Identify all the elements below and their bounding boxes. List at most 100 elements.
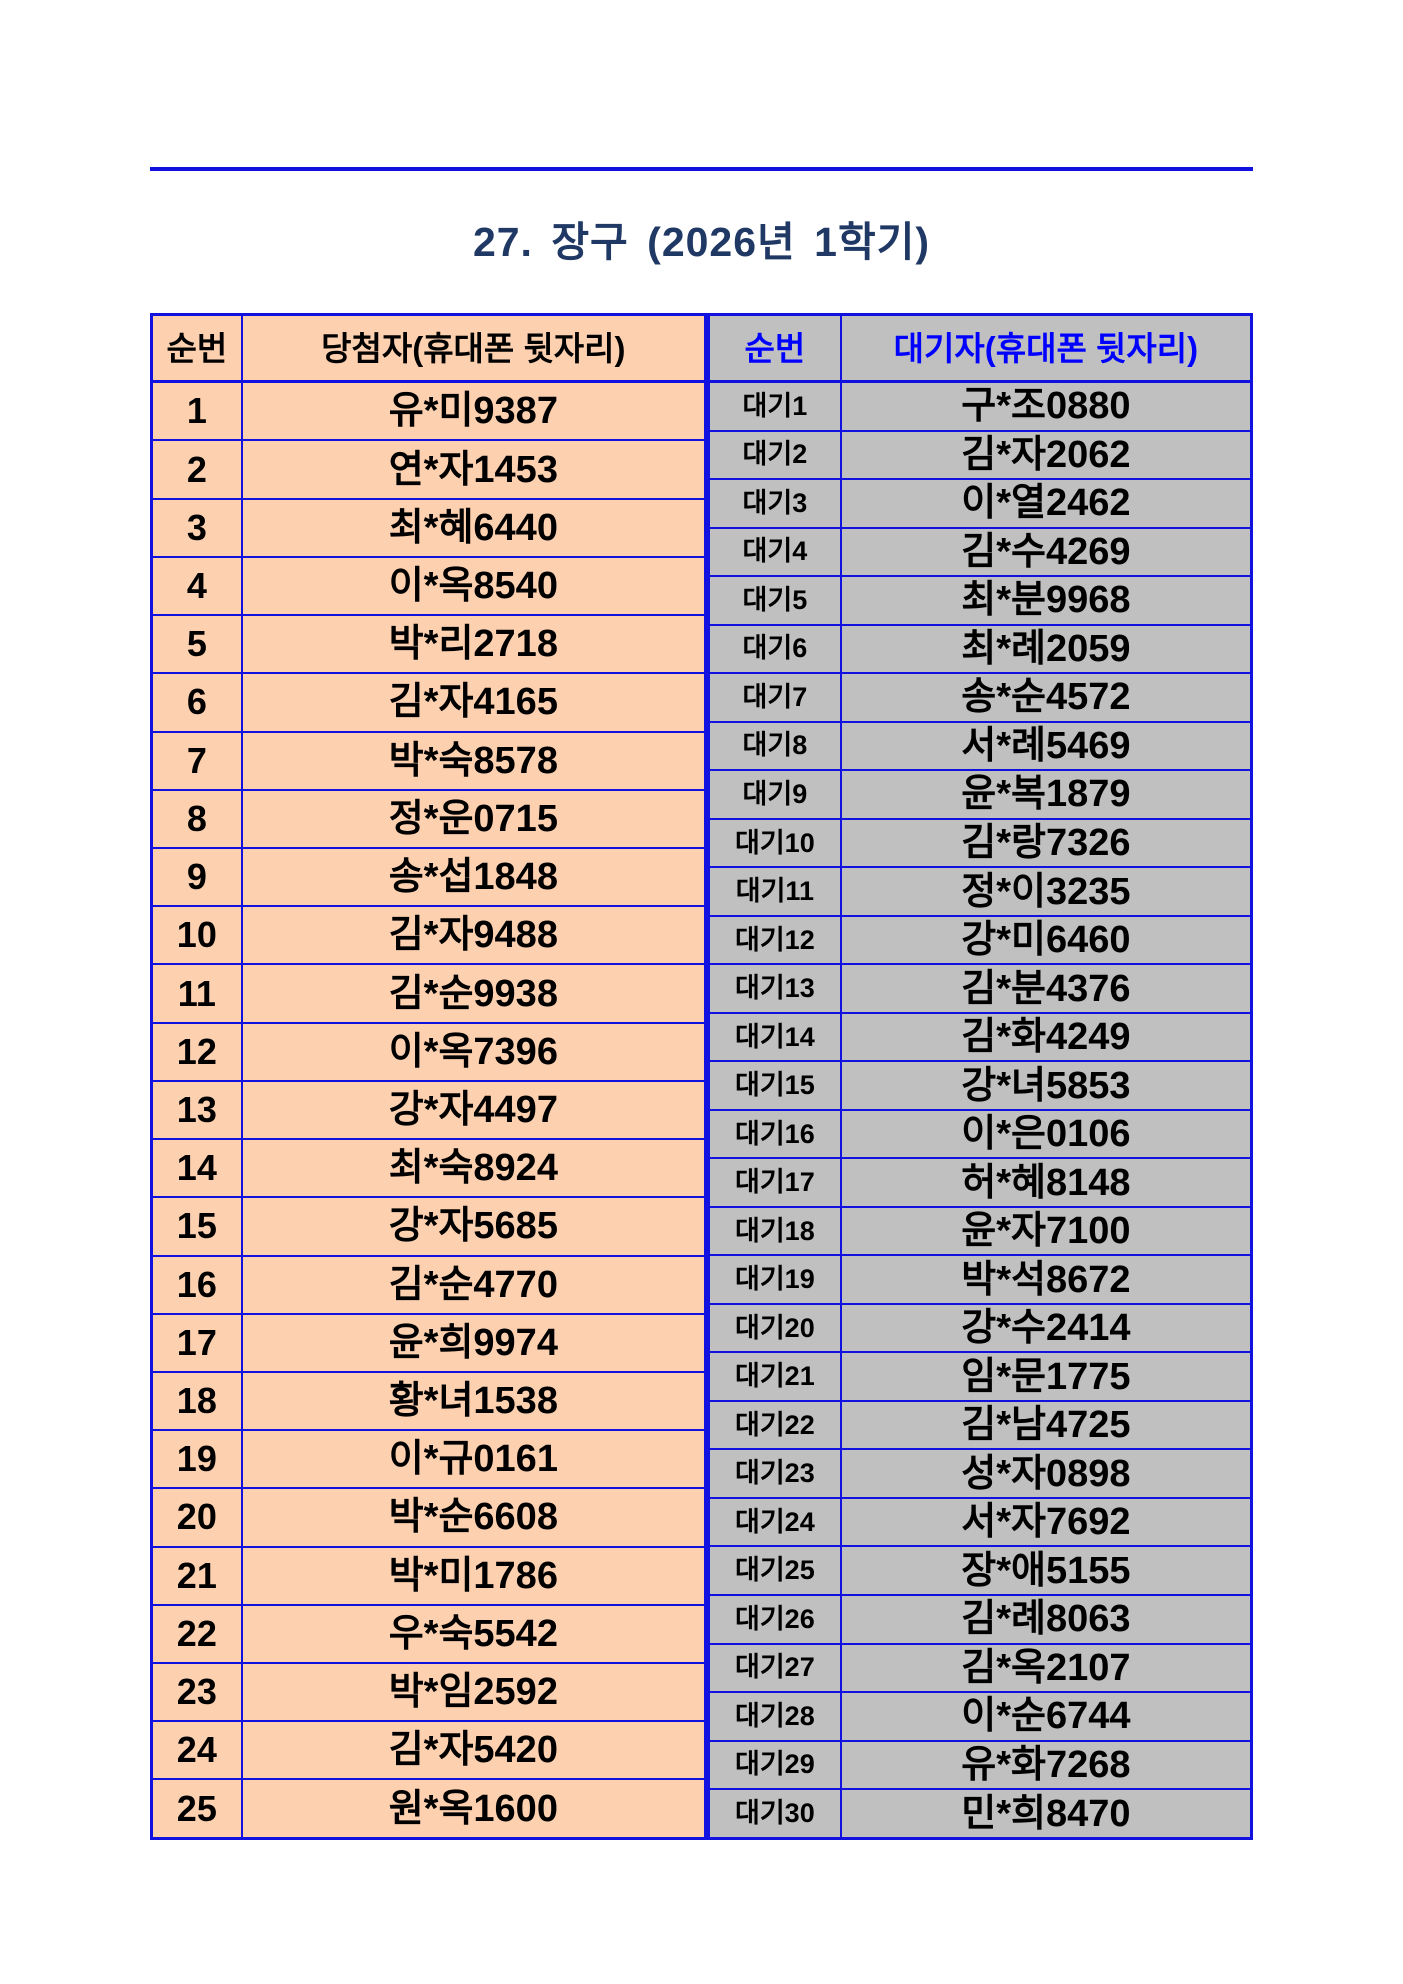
member-cell: 정*이3235: [839, 866, 1253, 917]
member-cell: 이*규0161: [240, 1429, 707, 1490]
table-row: 15 강*자5685: [150, 1196, 707, 1257]
table-row: 9 송*섭1848: [150, 846, 707, 908]
member-cell: 박*숙8578: [240, 730, 707, 791]
member-cell: 이*은0106: [839, 1108, 1253, 1160]
table-row: 6 김*자4165: [150, 672, 707, 733]
rank-cell: 9: [150, 846, 243, 908]
member-cell: 이*옥8540: [240, 555, 707, 617]
member-cell: 장*애5155: [839, 1545, 1253, 1596]
table-row: 대기28 이*순6744: [707, 1691, 1253, 1742]
table-row: 20 박*순6608: [150, 1487, 707, 1548]
rank-cell: 대기30: [707, 1788, 842, 1840]
rank-cell: 15: [150, 1196, 243, 1257]
table-row: 대기14 김*화4249: [707, 1011, 1253, 1063]
table-row: 대기6 최*례2059: [707, 623, 1253, 675]
rank-cell: 24: [150, 1720, 243, 1781]
rank-cell: 2: [150, 439, 243, 500]
rank-cell: 21: [150, 1545, 243, 1606]
table-row: 23 박*임2592: [150, 1662, 707, 1723]
table-row: 대기12 강*미6460: [707, 914, 1253, 966]
table-row: 21 박*미1786: [150, 1545, 707, 1606]
rank-cell: 대기10: [707, 817, 842, 869]
member-cell: 박*임2592: [240, 1662, 707, 1723]
member-cell: 최*분9968: [839, 575, 1253, 626]
table-row: 대기10 김*랑7326: [707, 817, 1253, 869]
table-row: 25 원*옥1600: [150, 1778, 707, 1840]
table-row: 대기7 송*순4572: [707, 672, 1253, 723]
member-cell: 김*자5420: [240, 1720, 707, 1781]
member-cell: 윤*자7100: [839, 1205, 1253, 1257]
member-cell: 윤*희9974: [240, 1312, 707, 1373]
top-divider-line: [150, 167, 1253, 171]
member-cell: 서*자7692: [839, 1496, 1253, 1548]
rank-cell: 6: [150, 672, 243, 733]
member-cell: 박*석8672: [839, 1254, 1253, 1305]
table-row: 대기23 성*자0898: [707, 1448, 1253, 1499]
table-row: 7 박*숙8578: [150, 730, 707, 791]
member-cell: 우*숙5542: [240, 1603, 707, 1665]
table-row: 22 우*숙5542: [150, 1603, 707, 1665]
rank-cell: 14: [150, 1138, 243, 1199]
waitlist-table: 순번 대기자(휴대폰 뒷자리) 대기1 구*조0880 대기2 김*자2062 대기3 이…: [707, 313, 1253, 1840]
table-row: 14 최*숙8924: [150, 1138, 707, 1199]
rank-cell: 17: [150, 1312, 243, 1373]
rank-cell: 대기14: [707, 1011, 842, 1063]
rank-cell: 1: [150, 380, 243, 442]
table-row: 19 이*규0161: [150, 1429, 707, 1490]
winner-header-rank: 순번: [150, 313, 243, 383]
member-cell: 유*화7268: [839, 1739, 1253, 1791]
rank-cell: 25: [150, 1778, 243, 1840]
table-row: 16 김*순4770: [150, 1254, 707, 1315]
winner-header-row: 순번 당첨자(휴대폰 뒷자리): [150, 313, 707, 383]
tables-container: 순번 당첨자(휴대폰 뒷자리) 1 유*미9387 2 연*자1453 3 최*혜6440…: [150, 313, 1253, 1840]
rank-cell: 20: [150, 1487, 243, 1548]
member-cell: 송*섭1848: [240, 846, 707, 908]
member-cell: 김*순9938: [240, 963, 707, 1024]
rank-cell: 대기21: [707, 1351, 842, 1402]
rank-cell: 12: [150, 1021, 243, 1082]
rank-cell: 대기5: [707, 575, 842, 626]
member-cell: 황*녀1538: [240, 1370, 707, 1432]
member-cell: 최*숙8924: [240, 1138, 707, 1199]
member-cell: 정*운0715: [240, 788, 707, 849]
table-row: 대기11 정*이3235: [707, 866, 1253, 917]
member-cell: 송*순4572: [839, 672, 1253, 723]
rank-cell: 23: [150, 1662, 243, 1723]
member-cell: 김*순4770: [240, 1254, 707, 1315]
rank-cell: 대기25: [707, 1545, 842, 1596]
table-row: 17 윤*희9974: [150, 1312, 707, 1373]
table-row: 24 김*자5420: [150, 1720, 707, 1781]
winner-table: 순번 당첨자(휴대폰 뒷자리) 1 유*미9387 2 연*자1453 3 최*혜6440…: [150, 313, 707, 1840]
member-cell: 최*례2059: [839, 623, 1253, 675]
rank-cell: 대기11: [707, 866, 842, 917]
table-row: 대기1 구*조0880: [707, 380, 1253, 432]
rank-cell: 대기7: [707, 672, 842, 723]
member-cell: 구*조0880: [839, 380, 1253, 432]
table-row: 10 김*자9488: [150, 905, 707, 966]
rank-cell: 대기3: [707, 478, 842, 529]
member-cell: 임*문1775: [839, 1351, 1253, 1402]
member-cell: 이*열2462: [839, 478, 1253, 529]
table-row: 대기18 윤*자7100: [707, 1205, 1253, 1257]
member-cell: 김*례8063: [839, 1594, 1253, 1645]
table-row: 2 연*자1453: [150, 439, 707, 500]
table-row: 대기13 김*분4376: [707, 963, 1253, 1014]
member-cell: 이*옥7396: [240, 1021, 707, 1082]
rank-cell: 8: [150, 788, 243, 849]
rank-cell: 대기22: [707, 1399, 842, 1451]
rank-cell: 대기2: [707, 429, 842, 481]
rank-cell: 16: [150, 1254, 243, 1315]
rank-cell: 대기4: [707, 526, 842, 578]
member-cell: 윤*복1879: [839, 769, 1253, 820]
member-cell: 강*수2414: [839, 1302, 1253, 1354]
rank-cell: 19: [150, 1429, 243, 1490]
rank-cell: 22: [150, 1603, 243, 1665]
table-row: 대기4 김*수4269: [707, 526, 1253, 578]
member-cell: 이*순6744: [839, 1691, 1253, 1742]
table-row: 5 박*리2718: [150, 614, 707, 675]
table-row: 대기25 장*애5155: [707, 1545, 1253, 1596]
rank-cell: 대기15: [707, 1060, 842, 1111]
rank-cell: 대기16: [707, 1108, 842, 1160]
rank-cell: 10: [150, 905, 243, 966]
